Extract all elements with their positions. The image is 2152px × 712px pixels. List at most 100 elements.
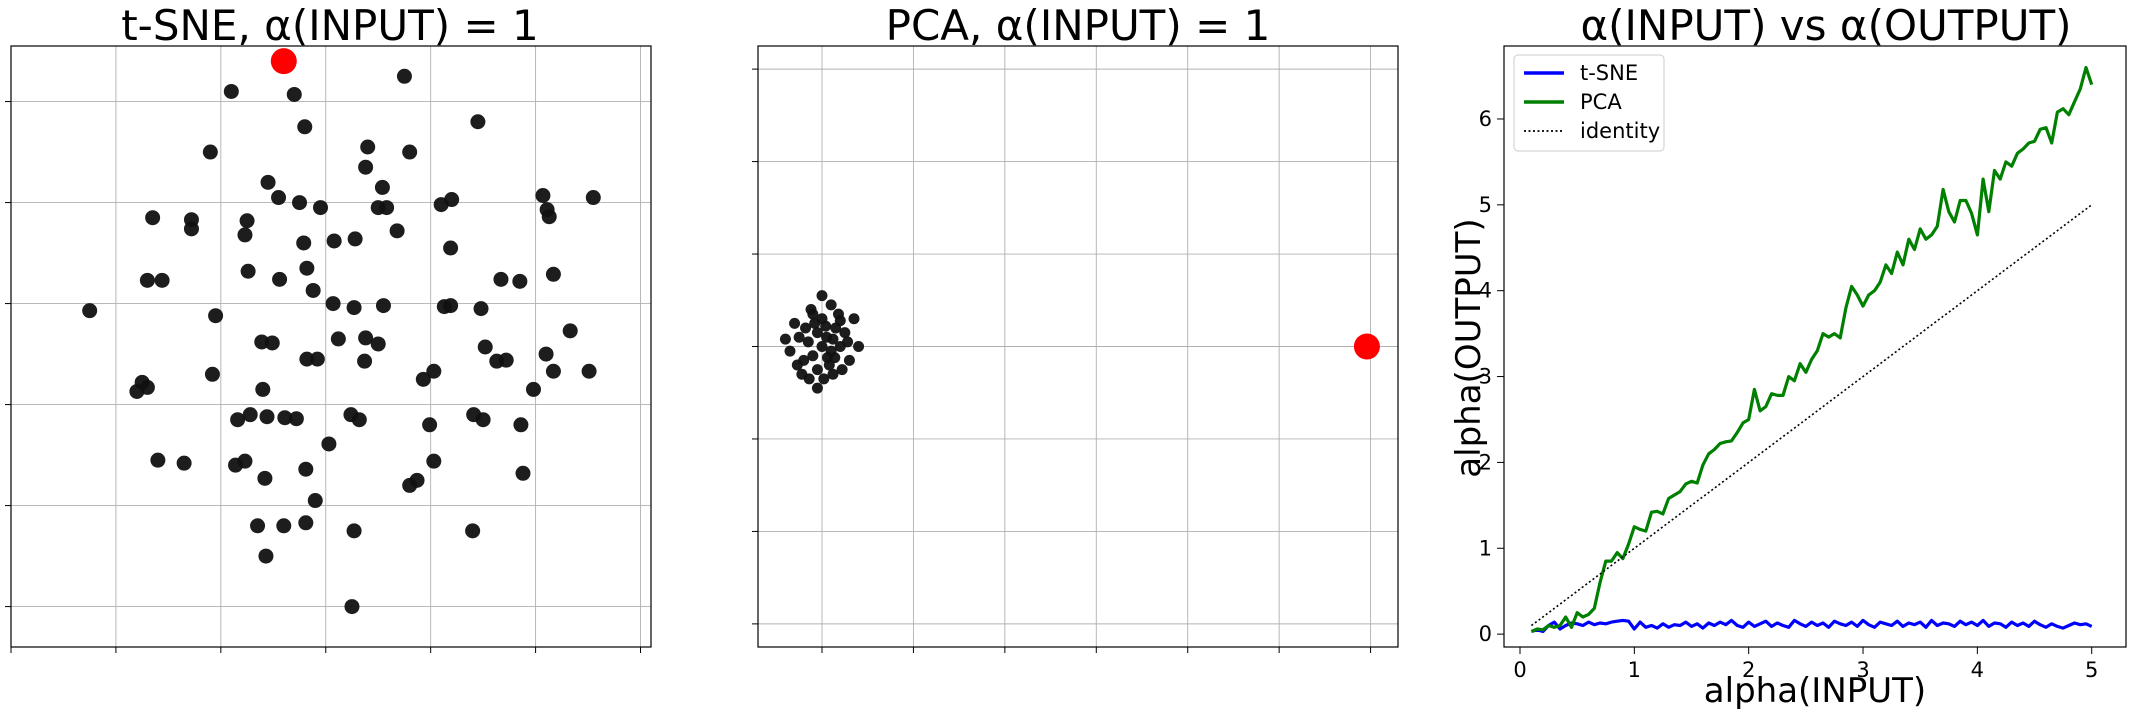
legend-label-identity: identity xyxy=(1580,119,1660,143)
scatter-point xyxy=(811,364,823,376)
pca-grid xyxy=(758,46,1398,647)
scatter-point xyxy=(325,296,341,312)
scatter-point xyxy=(297,119,313,135)
legend-box xyxy=(1513,54,1665,152)
x-tick-label: 5 xyxy=(2085,658,2098,682)
scatter-point xyxy=(513,417,529,433)
scatter-point xyxy=(242,407,258,423)
scatter-point xyxy=(370,336,386,352)
scatter-point xyxy=(298,515,314,531)
scatter-point xyxy=(292,195,308,211)
scatter-point xyxy=(444,192,460,208)
y-tick-label: 1 xyxy=(1479,536,1492,560)
scatter-point xyxy=(470,114,486,130)
scatter-point xyxy=(498,352,514,368)
scatter-point xyxy=(807,308,819,320)
scatter-point xyxy=(475,412,491,428)
scatter-point xyxy=(176,455,192,471)
scatter-point xyxy=(237,227,253,243)
scatter-point xyxy=(784,345,796,357)
scatter-point xyxy=(374,179,390,195)
scatter-point xyxy=(443,240,459,256)
y-tick-label: 5 xyxy=(1479,193,1492,217)
scatter-point xyxy=(150,452,166,468)
scatter-point xyxy=(276,518,292,534)
scatter-point xyxy=(473,301,489,317)
scatter-point xyxy=(443,298,459,314)
scatter-point xyxy=(296,235,312,251)
scatter-point xyxy=(346,523,362,539)
scatter-point xyxy=(802,336,814,348)
scatter-point xyxy=(535,187,551,203)
scatter-point xyxy=(562,323,578,339)
scatter-point xyxy=(346,300,362,316)
scatter-point xyxy=(396,68,412,84)
scatter-point xyxy=(426,453,442,469)
alpha-panel: α(INPUT) vs α(OUTPUT) 0 1 2 3 4 5 0 1 2 3 4 5 6 alph… xyxy=(1449,1,2127,711)
legend-label-pca: PCA xyxy=(1580,90,1622,114)
highlight-point xyxy=(1353,333,1380,360)
scatter-point xyxy=(360,139,376,155)
scatter-point xyxy=(825,299,837,311)
scatter-point xyxy=(208,308,224,324)
scatter-point xyxy=(545,363,561,379)
scatter-point xyxy=(357,353,373,369)
alpha-frame xyxy=(1503,45,2127,648)
scatter-point xyxy=(240,263,256,279)
y-tick-label: 4 xyxy=(1479,279,1492,303)
y-tick-label: 2 xyxy=(1479,450,1492,474)
scatter-point xyxy=(807,350,819,362)
scatter-point xyxy=(260,174,276,190)
scatter-point xyxy=(426,363,442,379)
scatter-point xyxy=(183,221,199,237)
scatter-point xyxy=(277,410,293,426)
pca-panel: PCA, α(INPUT) = 1 xyxy=(752,1,1399,653)
scatter-point xyxy=(465,523,481,539)
scatter-point xyxy=(389,223,405,239)
scatter-point xyxy=(255,381,271,397)
scatter-point xyxy=(789,317,801,329)
highlight-point xyxy=(270,48,297,75)
scatter-point xyxy=(409,472,425,488)
scatter-point xyxy=(272,271,288,287)
scatter-point xyxy=(541,209,557,225)
pca-frame xyxy=(757,45,1399,648)
scatter-point xyxy=(264,335,280,351)
series-line-identity xyxy=(1530,204,2093,627)
scatter-point xyxy=(257,470,273,486)
scatter-point xyxy=(154,272,170,288)
y-tick-label: 0 xyxy=(1479,622,1492,646)
scatter-point xyxy=(415,371,431,387)
scatter-point xyxy=(515,465,531,481)
scatter-point xyxy=(326,233,342,249)
scatter-point xyxy=(358,330,374,346)
pca-points xyxy=(779,290,1380,394)
scatter-point xyxy=(827,368,839,380)
series-line-pca xyxy=(1530,65,2094,633)
scatter-point xyxy=(581,363,597,379)
scatter-point xyxy=(351,412,367,428)
y-axis-label: alpha(OUTPUT) xyxy=(1449,218,1489,477)
alpha-lines xyxy=(1530,65,2094,634)
scatter-point xyxy=(820,320,832,332)
scatter-point xyxy=(299,351,315,367)
alpha-ticks: 0 1 2 3 4 5 0 1 2 3 4 5 6 xyxy=(1479,107,2099,682)
scatter-point xyxy=(803,373,815,385)
scatter-point xyxy=(829,352,841,364)
scatter-point xyxy=(230,412,246,428)
scatter-point xyxy=(129,383,145,399)
scatter-point xyxy=(839,327,851,339)
scatter-point xyxy=(259,409,275,425)
tsne-points xyxy=(82,48,601,615)
legend-label-tsne: t-SNE xyxy=(1580,61,1638,85)
scatter-point xyxy=(286,86,302,102)
scatter-point xyxy=(493,271,509,287)
scatter-point xyxy=(305,282,321,298)
scatter-point xyxy=(321,436,337,452)
scatter-point xyxy=(375,298,391,314)
scatter-point xyxy=(512,273,528,289)
scatter-point xyxy=(250,518,266,534)
scatter-point xyxy=(237,453,253,469)
x-tick-label: 3 xyxy=(1856,658,1869,682)
scatter-point xyxy=(271,190,287,206)
